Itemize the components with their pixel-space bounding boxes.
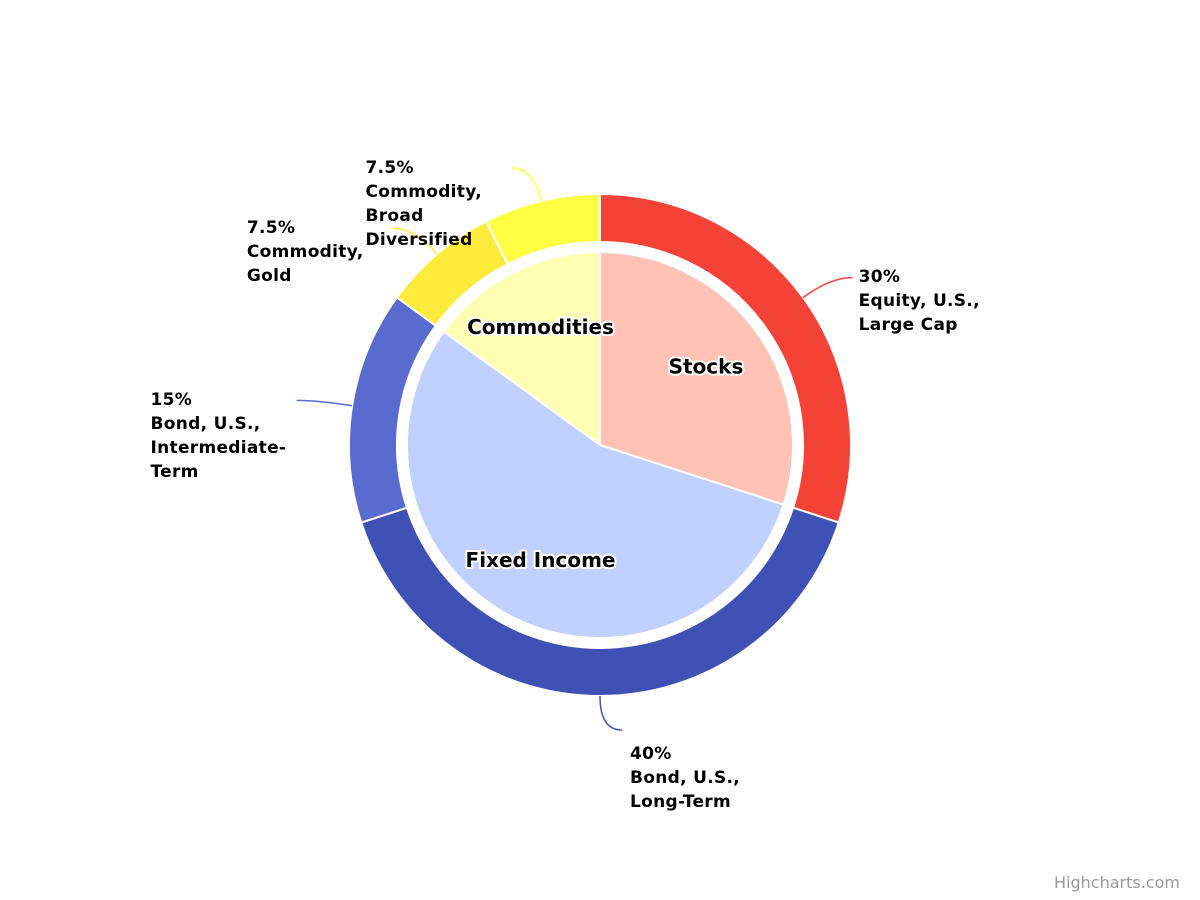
inner-slice [442,250,601,447]
value-label: 7.5% [246,218,296,239]
outer-slice [360,506,840,697]
inner-slice [599,250,794,506]
connector [296,399,353,407]
slice-name: Bond, U.S., Intermediate-Term [150,414,287,483]
inner-label: Fixed Income [466,548,616,572]
slice-name: Equity, U.S., Large Cap [858,291,980,336]
connector [599,695,623,731]
data-label: 7.5% Commodity, Gold [247,216,387,288]
connector [511,167,543,202]
slice-name: Commodity, Gold [246,242,364,287]
inner-slice [406,330,785,639]
connector [392,227,438,255]
data-label: 40% Bond, U.S., Long-Term [630,742,770,814]
inner-label: Commodities [467,315,614,339]
data-label: 7.5% Commodity, Broad Diversified [365,156,505,252]
slice-name: Bond, U.S., Long-Term [630,768,741,812]
value-label: 40% [630,744,672,764]
data-label: 30% Equity, U.S., Large Cap [859,265,999,337]
slice-name: Commodity, Broad Diversified [365,181,483,250]
value-label: 7.5% [365,157,414,178]
connector [802,276,853,299]
outer-slice [484,192,601,266]
inner-label: Stocks [669,355,744,379]
value-label: 30% [858,267,901,288]
value-label: 15% [150,390,193,411]
credits[interactable]: Highcharts.com [1054,873,1180,892]
data-label: 15% Bond, U.S., Intermediate-Term [151,388,291,484]
